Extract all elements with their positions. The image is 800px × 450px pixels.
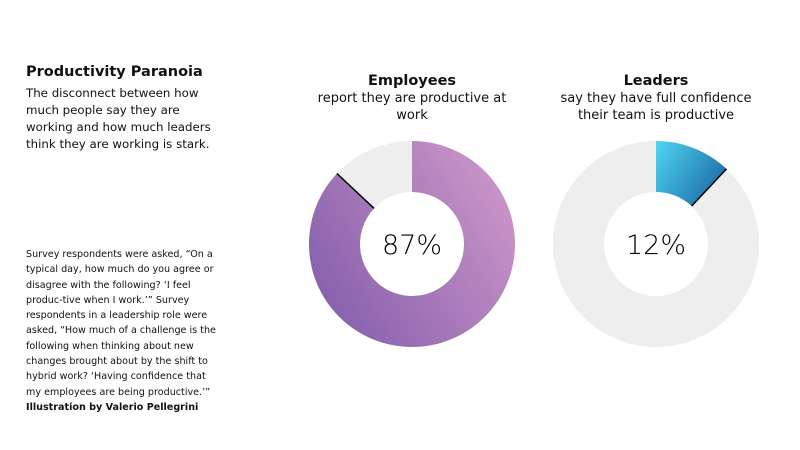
employees-heading: Employees report they are productive at … — [312, 72, 512, 124]
illustration-credit: Illustration by Valerio Pellegrini — [26, 401, 199, 413]
leaders-title: Leaders — [623, 73, 689, 89]
employees-value-slice — [308, 141, 515, 348]
page-title: Productivity Paranoia — [26, 64, 203, 80]
survey-note: Survey respondents were asked, “On a typ… — [26, 247, 221, 415]
leaders-heading: Leaders say they have full confidence th… — [546, 72, 766, 124]
leaders-value-slice — [656, 141, 727, 207]
employees-remainder-slice — [336, 141, 412, 209]
intro-text: The disconnect between how much people s… — [26, 86, 211, 151]
leaders-percent-label: 12% — [626, 230, 686, 261]
employees-title: Employees — [367, 73, 457, 89]
leaders-subtitle: say they have full confidence their team… — [560, 91, 752, 123]
employees-percent-label: 87% — [382, 230, 442, 261]
employees-subtitle: report they are productive at work — [317, 91, 507, 123]
survey-note-text: Survey respondents were asked, “On a typ… — [26, 249, 216, 398]
employees-slice-divider — [336, 172, 375, 209]
leaders-remainder-slice — [552, 141, 759, 347]
leaders-slice-divider — [691, 168, 728, 207]
